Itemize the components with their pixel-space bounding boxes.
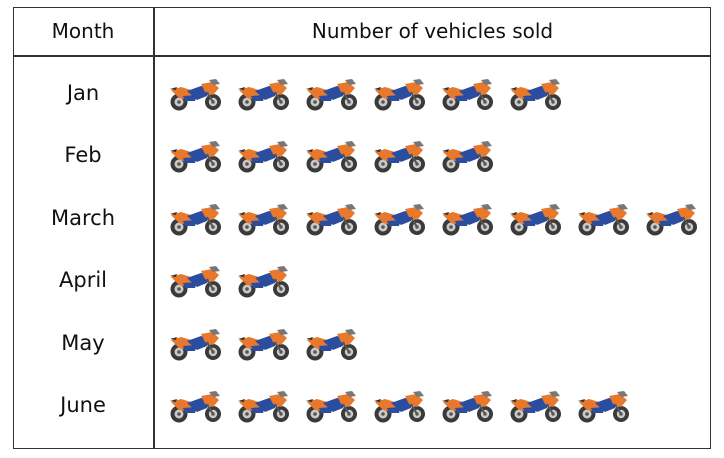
motorcycle-icon — [169, 265, 222, 299]
header-month: Month — [51, 19, 115, 43]
motorcycle-icon — [577, 202, 630, 237]
month-label: April — [59, 268, 107, 293]
motorcycle-icon — [237, 390, 290, 424]
pictograph-table — [13, 7, 711, 449]
motorcycle-icon — [373, 390, 426, 424]
motorcycle-icon — [237, 140, 290, 174]
motorcycle-icon — [441, 202, 494, 237]
motorcycle-icon — [509, 202, 562, 237]
motorcycle-icon — [169, 327, 222, 362]
motorcycle-icon — [237, 327, 290, 362]
motorcycle-icon — [577, 390, 630, 424]
motorcycle-icon — [305, 390, 358, 424]
motorcycle-icon — [509, 78, 562, 112]
motorcycle-icon — [305, 202, 358, 237]
column-divider — [153, 7, 155, 449]
motorcycle-icon — [645, 202, 698, 237]
motorcycle-icon — [441, 140, 494, 174]
header-divider — [13, 55, 711, 57]
motorcycle-icon — [509, 390, 562, 424]
motorcycle-icon — [169, 390, 222, 424]
month-label: March — [50, 205, 115, 230]
month-label: June — [60, 393, 106, 417]
motorcycle-icon — [373, 140, 426, 174]
motorcycle-icon — [441, 390, 494, 424]
month-label: May — [61, 330, 105, 355]
motorcycle-icon — [373, 202, 426, 237]
motorcycle-icon — [169, 140, 222, 174]
motorcycle-icon — [169, 202, 222, 237]
month-label: Jan — [66, 81, 100, 105]
motorcycle-icon — [441, 78, 494, 112]
header-vehicles-sold: Number of vehicles sold — [311, 19, 554, 43]
motorcycle-icon — [237, 202, 290, 237]
motorcycle-icon — [305, 327, 358, 362]
motorcycle-icon — [305, 140, 358, 174]
motorcycle-icon — [373, 78, 426, 112]
month-label: Feb — [64, 143, 102, 168]
motorcycle-icon — [237, 265, 290, 299]
motorcycle-icon — [305, 78, 358, 112]
motorcycle-icon — [169, 78, 222, 112]
motorcycle-icon — [237, 78, 290, 112]
